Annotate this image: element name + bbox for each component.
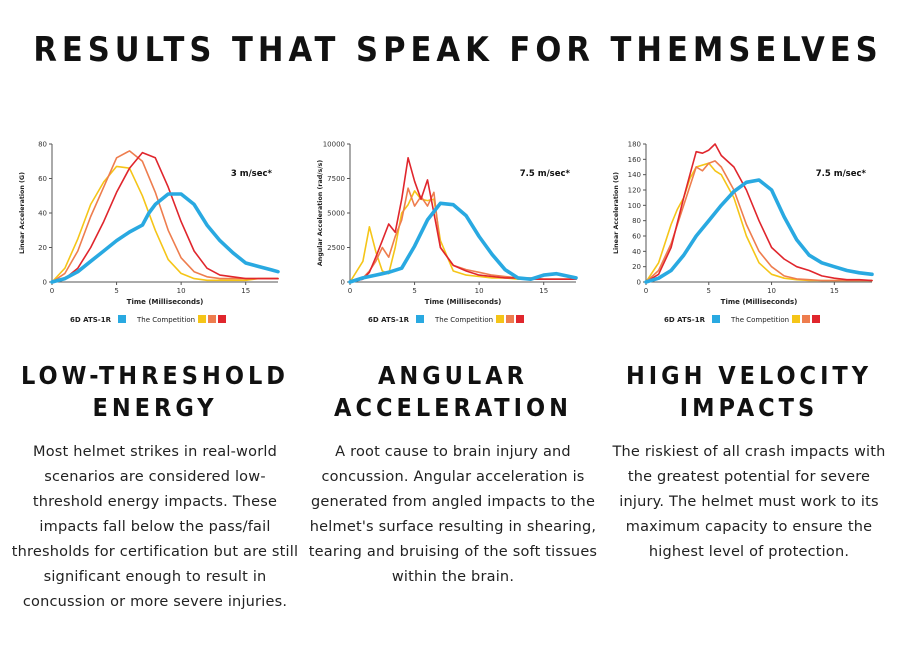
legend-label-ats: 6D ATS-1R [664,316,706,324]
chart-svg: 0 2500 5000 7500 10000 0 5 10 15 Time (Millisecon… [317,141,578,324]
legend-label-competition: The Competition [136,316,195,324]
legend-swatch-competition [802,315,810,323]
x-tick-label: 15 [539,287,548,295]
y-tick-label: 0 [43,279,47,287]
x-tick-label: 5 [114,287,118,295]
y-tick-label: 2500 [327,244,345,252]
x-axis-label: Time (Milliseconds) [127,298,204,306]
y-tick-label: 10000 [323,141,345,149]
y-tick-label: 160 [628,156,641,164]
heading-line1: ANGULAR [377,361,528,390]
legend-swatch-competition [198,315,206,323]
heading-line2: ACCELERATION [334,393,572,422]
legend-label-ats: 6D ATS-1R [368,316,410,324]
speed-annotation: 7.5 m/sec* [816,169,867,179]
y-tick-label: 0 [341,279,345,287]
section-low-threshold: 0 20 40 60 80 0 5 10 15 Time (Milliseconds) Linear… [10,130,300,611]
x-axis-label: Time (Milliseconds) [425,298,502,306]
y-tick-label: 5000 [327,210,345,218]
y-tick-label: 7500 [327,175,345,183]
series-line-competition-3 [51,151,279,283]
legend-label-competition: The Competition [730,316,789,324]
series-line-competition-3 [645,143,873,283]
x-axis-label: Time (Milliseconds) [721,298,798,306]
section-angular: 0 2500 5000 7500 10000 0 5 10 15 Time (Millisecon… [308,130,598,586]
legend-swatch-ats [416,315,424,323]
y-tick-label: 40 [38,210,47,218]
page-title: RESULTS THAT SPEAK FOR THEMSELVES [33,30,883,70]
y-tick-label: 80 [632,217,641,225]
y-tick-label: 20 [38,244,47,252]
legend-swatch-ats [118,315,126,323]
section-high-velocity: 0 20 40 60 80 100 120 140 160 180 0 5 10 15 Time (Mill… [604,130,894,561]
y-tick-label: 60 [38,175,47,183]
series-line-ats [348,201,578,284]
y-tick-label: 40 [632,248,641,256]
section-heading: HIGH VELOCITY IMPACTS [604,360,894,424]
chart-svg: 0 20 40 60 80 0 5 10 15 Time (Milliseconds) Linear… [19,141,280,324]
x-tick-label: 10 [177,287,186,295]
x-tick-label: 5 [412,287,416,295]
y-axis-label: Linear Acceleration (G) [19,172,26,254]
y-axis-label: Angular Acceleration (rad/s/s) [317,160,324,266]
heading-line2: ENERGY [92,393,218,422]
y-tick-label: 20 [632,263,641,271]
legend-swatch-competition [208,315,216,323]
chart-linear-low: 0 20 40 60 80 0 5 10 15 Time (Milliseconds) Linear… [10,130,300,340]
legend-swatch-competition [506,315,514,323]
legend-label-competition: The Competition [434,316,493,324]
section-description: The riskiest of all crash impacts with t… [612,444,886,560]
x-tick-label: 0 [50,287,54,295]
legend-swatch-competition [516,315,524,323]
series-line-ats [50,192,280,284]
speed-annotation: 3 m/sec* [231,169,273,179]
section-description: Most helmet strikes in real-world scenar… [11,444,299,610]
heading-line1: LOW-THRESHOLD [21,361,289,390]
series-line-competition-1 [51,165,279,283]
x-tick-label: 0 [644,287,648,295]
heading-line2: IMPACTS [679,393,819,422]
heading-line1: HIGH VELOCITY [625,361,873,390]
x-tick-label: 15 [830,287,839,295]
section-description: A root cause to brain injury and concuss… [308,444,598,585]
y-tick-label: 100 [628,202,641,210]
series-line-ats [644,178,874,284]
y-axis-label: Linear Acceleration (G) [613,172,620,254]
y-tick-label: 80 [38,141,47,149]
x-tick-label: 5 [707,287,711,295]
chart-svg: 0 20 40 60 80 100 120 140 160 180 0 5 10 15 Time (Mill… [613,141,874,324]
section-heading: LOW-THRESHOLD ENERGY [10,360,300,424]
y-tick-label: 60 [632,233,641,241]
chart-angular: 0 2500 5000 7500 10000 0 5 10 15 Time (Millisecon… [308,130,598,340]
x-tick-label: 10 [767,287,776,295]
y-tick-label: 140 [628,171,641,179]
x-tick-label: 15 [241,287,250,295]
chart-linear-high: 0 20 40 60 80 100 120 140 160 180 0 5 10 15 Time (Mill… [604,130,894,340]
legend-label-ats: 6D ATS-1R [70,316,112,324]
section-heading: ANGULAR ACCELERATION [308,360,598,424]
y-tick-label: 180 [628,141,641,149]
legend-swatch-ats [712,315,720,323]
legend-swatch-competition [792,315,800,323]
legend-swatch-competition [812,315,820,323]
series-line-competition-2 [645,160,873,283]
legend-swatch-competition [496,315,504,323]
y-tick-label: 120 [628,187,641,195]
x-tick-label: 0 [348,287,352,295]
y-tick-label: 0 [637,279,641,287]
speed-annotation: 7.5 m/sec* [520,169,571,179]
x-tick-label: 10 [475,287,484,295]
legend-swatch-competition [218,315,226,323]
